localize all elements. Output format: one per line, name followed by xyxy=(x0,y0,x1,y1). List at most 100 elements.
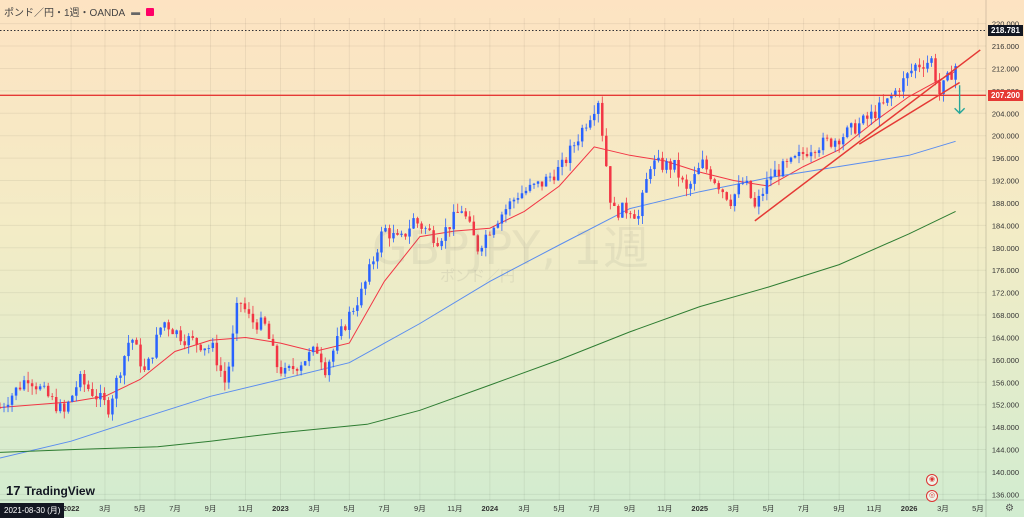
candle-body xyxy=(641,192,644,217)
candle-body xyxy=(564,159,568,164)
candle-body xyxy=(460,211,463,213)
candle-body xyxy=(673,159,676,170)
candle-body xyxy=(653,160,656,170)
y-tick-label: 204.000 xyxy=(992,109,1019,118)
candle-body xyxy=(444,227,447,241)
candle-body xyxy=(649,169,652,180)
candle-body xyxy=(376,252,379,262)
candle-body xyxy=(524,190,528,194)
candle-body xyxy=(681,177,684,180)
candle-body xyxy=(472,221,476,236)
candle-body xyxy=(717,183,720,190)
candle-body xyxy=(821,137,825,151)
x-tick-label: 11月 xyxy=(867,504,882,513)
gear-icon[interactable]: ⚙ xyxy=(1005,503,1014,514)
candle-body xyxy=(697,168,700,175)
candle-body xyxy=(452,211,455,230)
candle-body xyxy=(187,336,190,346)
candle-body xyxy=(368,264,371,282)
trendline xyxy=(754,49,981,222)
candle-body xyxy=(725,192,728,200)
candle-body xyxy=(271,338,275,346)
candle-body xyxy=(629,213,632,215)
candle-body xyxy=(580,127,584,142)
symbol-title[interactable]: ポンド／円・1週・OANDA xyxy=(4,8,126,19)
drawings[interactable] xyxy=(0,30,986,222)
x-tick-label: 3月 xyxy=(518,504,530,513)
candle-body xyxy=(30,383,34,387)
x-tick-label: 2022 xyxy=(63,504,80,513)
moving-average-long xyxy=(0,210,956,453)
candle-body xyxy=(733,194,737,207)
candle-body xyxy=(127,342,130,357)
y-tick-label: 176.000 xyxy=(992,266,1019,275)
candle-body xyxy=(62,403,66,412)
candle-body xyxy=(119,375,122,378)
candle-body xyxy=(227,366,231,383)
candle-body xyxy=(677,159,680,178)
candle-body xyxy=(769,176,773,180)
candle-body xyxy=(829,138,833,147)
candle-body xyxy=(480,247,484,252)
candle-body xyxy=(592,113,596,121)
candle-body xyxy=(91,389,94,396)
candle-body xyxy=(440,240,443,247)
candle-body xyxy=(528,184,532,191)
candle-body xyxy=(147,358,150,370)
candle-body xyxy=(825,137,829,139)
candle-body xyxy=(155,334,158,358)
candle-body xyxy=(243,303,247,310)
y-tick-label: 136.000 xyxy=(992,490,1019,499)
y-tick-label: 212.000 xyxy=(992,64,1019,73)
candle-body xyxy=(179,330,182,342)
candle-body xyxy=(319,353,323,363)
candle-body xyxy=(492,227,496,235)
candle-body xyxy=(219,365,223,371)
candle-body xyxy=(882,102,885,104)
candle-body xyxy=(163,322,166,328)
alert-icon[interactable]: ◉ xyxy=(926,474,938,486)
candle-body xyxy=(584,127,588,129)
flag-icon[interactable] xyxy=(146,7,155,16)
candle-body xyxy=(809,152,813,157)
candle-body xyxy=(862,115,865,124)
candle-body xyxy=(384,228,387,232)
time-axis[interactable]: 2022 3月 5月 7月 9月 11月 2023 3月 5月 7月 9月 11月 2024 3月 5月 7月… xyxy=(0,499,1024,513)
candle-body xyxy=(344,326,347,330)
candle-body xyxy=(332,350,335,362)
candle-body xyxy=(207,348,211,349)
x-tick-label: 11月 xyxy=(657,504,672,513)
candle-body xyxy=(75,387,78,396)
candle-body xyxy=(745,180,749,183)
candle-body xyxy=(67,401,70,412)
candle-body xyxy=(817,150,821,154)
candle-body xyxy=(805,154,809,157)
candle-body xyxy=(773,169,777,177)
candle-body xyxy=(520,193,524,199)
candle-body xyxy=(797,151,801,156)
tradingview-logo[interactable]: 17 TradingView xyxy=(6,483,95,498)
candle-body xyxy=(689,183,692,189)
candle-body xyxy=(617,205,620,218)
candle-body xyxy=(833,140,837,147)
candle-body xyxy=(424,228,427,230)
candle-body xyxy=(500,214,504,224)
y-tick-label: 144.000 xyxy=(992,446,1019,455)
candle-body xyxy=(536,181,540,184)
y-tick-label: 180.000 xyxy=(992,244,1019,253)
candle-body xyxy=(340,326,343,337)
candle-body xyxy=(785,161,789,162)
minus-icon[interactable]: ▬ xyxy=(131,6,141,17)
candle-body xyxy=(906,73,909,79)
candle-body xyxy=(845,127,849,138)
x-tick-label: 2024 xyxy=(482,504,500,513)
y-tick-label: 160.000 xyxy=(992,356,1019,365)
candle-body xyxy=(661,157,664,170)
event-icon[interactable]: ◎ xyxy=(926,490,938,502)
candle-body xyxy=(898,90,901,92)
candle-body xyxy=(890,95,893,99)
price-badge-current: 218.781 xyxy=(988,24,1023,36)
candle-body xyxy=(79,373,82,388)
